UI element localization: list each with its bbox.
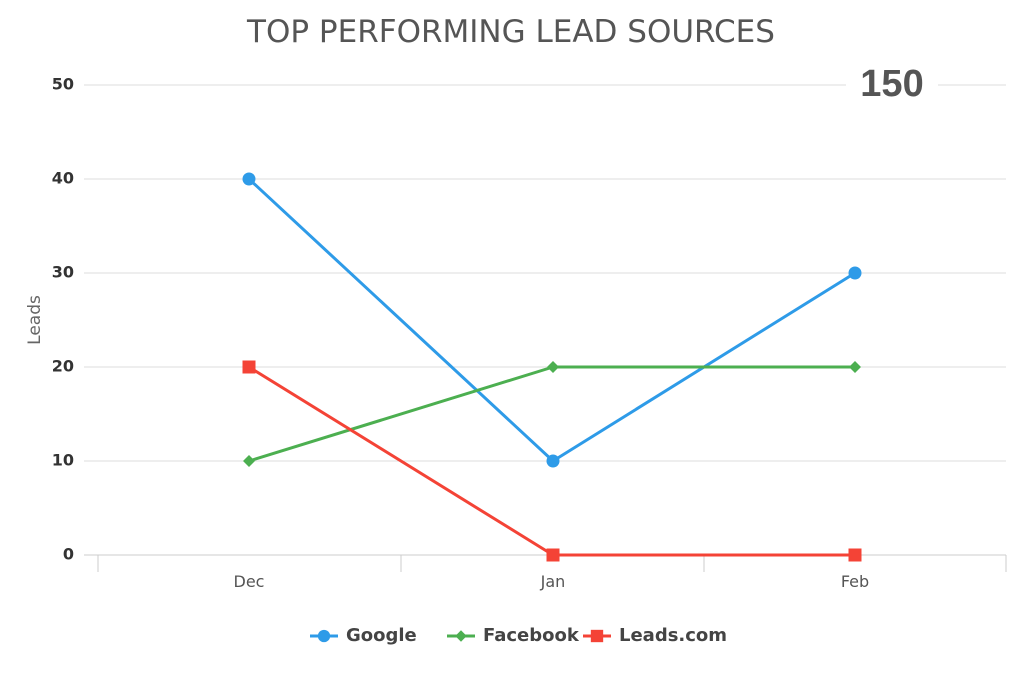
data-point[interactable] (547, 361, 559, 373)
chart-title: TOP PERFORMING LEAD SOURCES (246, 14, 775, 50)
series-leads-com (242, 360, 862, 562)
series-line (248, 365, 855, 463)
data-point[interactable] (849, 361, 861, 373)
data-point[interactable] (848, 548, 862, 562)
x-tick-label: Feb (841, 572, 869, 591)
legend-marker (317, 629, 331, 643)
legend-label: Google (346, 625, 417, 646)
y-tick-label: 40 (52, 169, 74, 188)
y-axis-label: Leads (25, 295, 45, 345)
series-google (242, 172, 862, 468)
y-axis-ticks: 0 10 20 30 40 50 (52, 75, 74, 564)
data-point[interactable] (546, 454, 560, 468)
y-tick-label: 20 (52, 357, 74, 376)
x-tick-label: Dec (234, 572, 265, 591)
y-tick-label: 50 (52, 75, 74, 94)
legend[interactable]: Google Facebook Leads.com (310, 625, 727, 646)
data-point[interactable] (546, 548, 560, 562)
legend-item-facebook[interactable]: Facebook (447, 625, 580, 646)
series-lines (242, 172, 862, 562)
grid-lines (84, 84, 1006, 462)
series-facebook (243, 361, 861, 467)
legend-item-google[interactable]: Google (310, 625, 417, 646)
y-tick-label: 10 (52, 451, 74, 470)
data-point[interactable] (242, 172, 256, 186)
data-point[interactable] (848, 266, 862, 280)
legend-label: Leads.com (619, 625, 727, 646)
data-point[interactable] (243, 455, 255, 467)
legend-marker (590, 629, 604, 643)
y-tick-label: 30 (52, 263, 74, 282)
total-leads-value: 150 (860, 63, 923, 105)
total-background (846, 60, 938, 108)
data-point[interactable] (242, 360, 256, 374)
legend-label: Facebook (483, 625, 580, 646)
legend-marker (455, 630, 467, 642)
y-tick-label: 0 (63, 545, 74, 564)
x-axis: Dec Jan Feb (84, 554, 1007, 591)
legend-item-leads-com[interactable]: Leads.com (583, 625, 727, 646)
x-tick-label: Jan (540, 572, 566, 591)
series-line (247, 177, 856, 463)
